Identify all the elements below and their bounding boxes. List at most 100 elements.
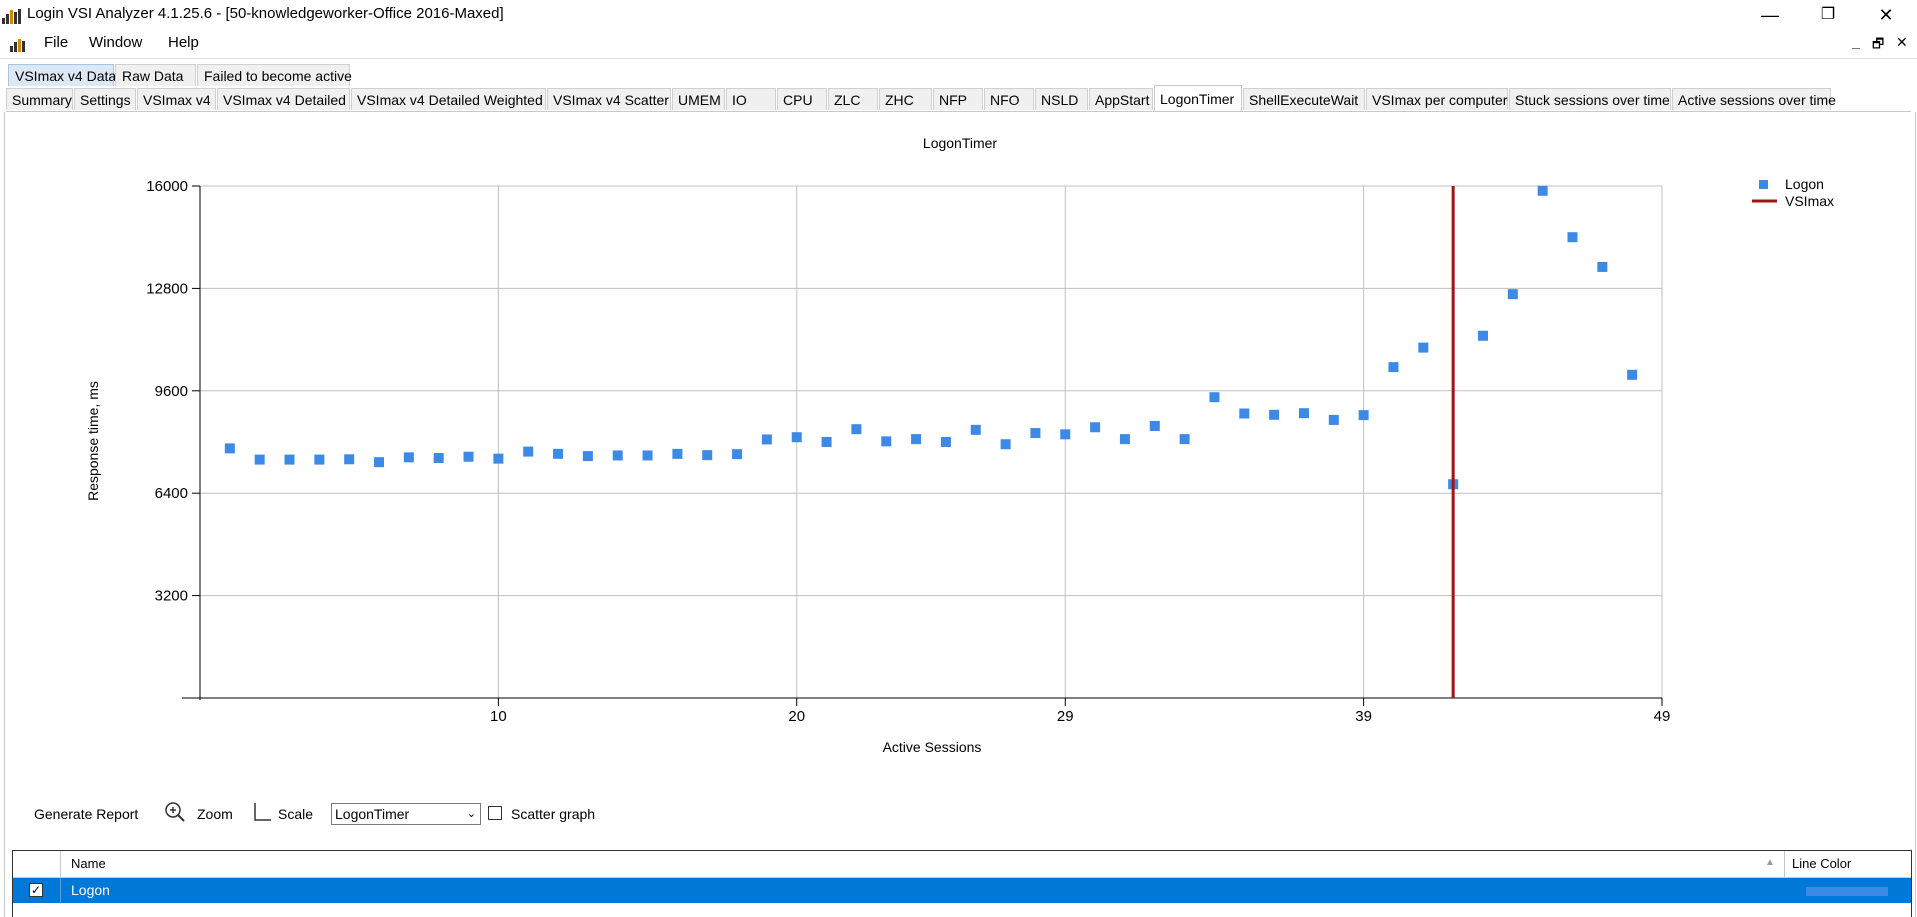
- scale-icon[interactable]: [252, 802, 272, 822]
- row-divider: [60, 878, 61, 903]
- tab-nsld[interactable]: NSLD: [1035, 88, 1088, 110]
- scatter-graph-label: Scatter graph: [511, 806, 596, 822]
- mdi-restore-button[interactable]: 🗗: [1872, 36, 1885, 51]
- window-title: Login VSI Analyzer 4.1.25.6 - [50-knowle…: [27, 5, 504, 22]
- x-tick-label: 29: [1057, 708, 1074, 725]
- tab-zlc[interactable]: ZLC: [828, 88, 878, 110]
- x-tick-label: 20: [788, 708, 805, 725]
- scale-button[interactable]: Scale: [278, 806, 314, 822]
- data-point: [1298, 408, 1309, 419]
- table-row[interactable]: ✓ Logon: [13, 878, 1911, 903]
- mdi-close-button[interactable]: ✕: [1896, 34, 1908, 50]
- data-point: [821, 437, 832, 447]
- menu-bar: File Window Help _ 🗗 ✕: [0, 30, 1917, 59]
- grid-header-divider: [60, 851, 61, 877]
- row-line-color-swatch[interactable]: [1806, 887, 1888, 896]
- tab-nfp[interactable]: NFP: [933, 88, 983, 110]
- tab-vsimax-v4-detailed[interactable]: VSImax v4 Detailed: [217, 88, 350, 110]
- data-point: [1000, 439, 1011, 450]
- sort-ascending-icon: ▲: [1765, 857, 1775, 868]
- y-tick-label: 3200: [155, 588, 188, 605]
- x-tick-label: 49: [1654, 708, 1671, 725]
- tab-cpu[interactable]: CPU: [777, 88, 827, 110]
- chevron-down-icon: ⌄: [466, 808, 476, 820]
- logontimer-chart[interactable]: 3200 6400 9600 12800 16000 10 20 29 39 49 LogonTi…: [0, 120, 1917, 760]
- grid-header-divider: [1784, 851, 1785, 877]
- mdi-document-icon: [10, 39, 25, 52]
- data-point: [1149, 421, 1160, 431]
- tab-active-sessions-over-time[interactable]: Active sessions over time: [1672, 88, 1836, 110]
- x-tick-label: 39: [1355, 708, 1372, 725]
- zoom-icon[interactable]: [164, 801, 186, 823]
- tab-logontimer[interactable]: LogonTimer: [1154, 85, 1242, 111]
- column-header-name[interactable]: Name: [71, 856, 106, 871]
- analysis-tab-strip: Summary Settings VSImax v4 VSImax v4 Det…: [6, 85, 1911, 112]
- data-point: [463, 451, 474, 462]
- data-point: [1418, 342, 1429, 353]
- tab-vsimax-v4[interactable]: VSImax v4: [137, 88, 216, 110]
- tab-nfo[interactable]: NFO: [984, 88, 1034, 110]
- tab-summary[interactable]: Summary: [6, 88, 73, 110]
- row-visible-checkbox[interactable]: ✓: [29, 883, 43, 897]
- scatter-graph-checkbox[interactable]: [488, 806, 502, 820]
- dataset-select-value: LogonTimer: [335, 806, 410, 822]
- chart-grid: [199, 185, 1663, 699]
- data-point: [1209, 392, 1220, 403]
- tab-stuck-sessions-over-time[interactable]: Stuck sessions over time: [1509, 88, 1671, 110]
- data-point: [1388, 362, 1399, 373]
- data-point: [1567, 232, 1578, 243]
- zoom-button[interactable]: Zoom: [197, 806, 233, 822]
- data-point: [314, 454, 325, 465]
- data-point: [1477, 330, 1488, 341]
- tab-vsimax-v4-data[interactable]: VSImax v4 Data: [8, 64, 116, 86]
- menu-file[interactable]: File: [44, 34, 69, 51]
- chart-points: [224, 185, 1638, 490]
- tab-failed-to-become-active[interactable]: Failed to become active: [197, 64, 352, 86]
- data-point: [612, 450, 623, 461]
- series-grid: Name ▲ Line Color ✓ Logon: [12, 850, 1912, 917]
- tab-raw-data[interactable]: Raw Data: [115, 64, 196, 86]
- grid-header: Name ▲ Line Color: [13, 851, 1911, 878]
- plot-area-border: [199, 185, 1663, 699]
- tab-umem[interactable]: UMEM: [672, 88, 725, 110]
- data-point: [791, 432, 802, 443]
- row-name: Logon: [71, 882, 110, 898]
- data-point: [374, 457, 385, 468]
- column-header-line-color[interactable]: Line Color: [1792, 856, 1852, 871]
- chart-x-axis-label: Active Sessions: [883, 739, 982, 755]
- data-point: [1627, 369, 1638, 380]
- mdi-minimize-button[interactable]: _: [1852, 34, 1860, 50]
- tab-vsimax-per-computer[interactable]: VSImax per computer: [1366, 88, 1508, 110]
- minimize-button[interactable]: —: [1761, 5, 1779, 25]
- tab-shellexecutewait[interactable]: ShellExecuteWait: [1243, 88, 1365, 110]
- data-point: [1060, 429, 1071, 440]
- dataset-select[interactable]: LogonTimer ⌄: [331, 803, 481, 825]
- tab-vsimax-v4-detailed-weighted[interactable]: VSImax v4 Detailed Weighted: [351, 88, 546, 110]
- data-point: [1358, 410, 1369, 421]
- tab-zhc[interactable]: ZHC: [879, 88, 932, 110]
- data-point: [1328, 414, 1339, 425]
- tab-vsimax-v4-scatter[interactable]: VSImax v4 Scatter: [547, 88, 671, 110]
- tab-settings[interactable]: Settings: [74, 88, 136, 110]
- data-point: [224, 443, 235, 454]
- data-point: [702, 450, 713, 461]
- data-point: [344, 454, 355, 465]
- tab-appstart[interactable]: AppStart: [1089, 88, 1153, 110]
- menu-window[interactable]: Window: [89, 34, 143, 51]
- restore-button[interactable]: ❐: [1820, 6, 1836, 23]
- data-point: [284, 454, 295, 465]
- chart-axes: 3200 6400 9600 12800 16000 10 20 29 39 49: [146, 178, 1670, 725]
- data-point: [1507, 289, 1518, 300]
- menu-help[interactable]: Help: [168, 34, 199, 51]
- data-point: [1239, 408, 1250, 419]
- data-point: [403, 452, 414, 463]
- title-bar: Login VSI Analyzer 4.1.25.6 - [50-knowle…: [0, 0, 1917, 30]
- data-point: [493, 453, 504, 464]
- data-point: [433, 453, 444, 463]
- chart-legend: Logon VSImax: [1752, 176, 1834, 209]
- tab-io[interactable]: IO: [726, 88, 776, 110]
- data-point: [582, 451, 593, 462]
- data-point: [851, 424, 862, 435]
- close-button[interactable]: ✕: [1878, 5, 1894, 25]
- generate-report-button[interactable]: Generate Report: [34, 806, 139, 822]
